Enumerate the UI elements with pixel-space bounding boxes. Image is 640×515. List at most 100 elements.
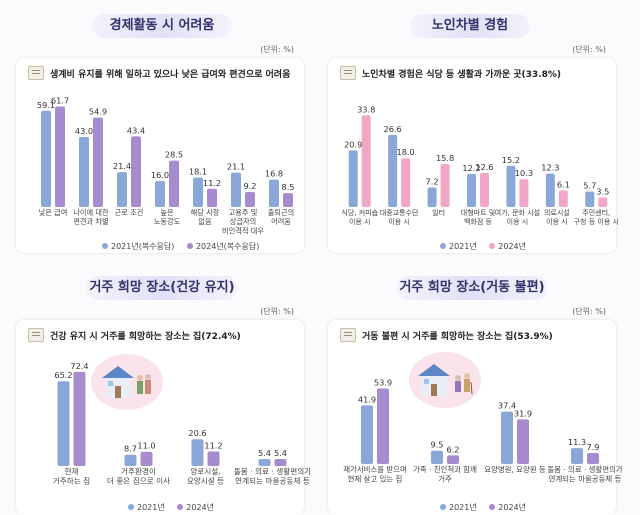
bar-2021-3 — [258, 458, 271, 466]
bar-2021-2 — [501, 411, 513, 464]
category-label-0: 식당, 커피숍 이용 시 — [341, 208, 378, 226]
value-label-2021-2: 20.6 — [188, 428, 206, 438]
subtitle-text: 생계비 유지를 위해 일하고 있으나 낮은 급여와 편견으로 어려움 — [50, 70, 291, 80]
chart-legend: 2021년 2024년 — [128, 502, 224, 513]
legend-label-2021: 2021년 — [449, 503, 477, 512]
value-label-2024-2: 43.4 — [127, 125, 145, 135]
category-label-0: 재가서비스를 받으며 현재 살고 있는 집 — [343, 465, 407, 483]
value-label-2024-4: 11.2 — [203, 178, 221, 188]
economic-difficulty-panel: 경제활동 시 어려움 (단위: %) 생계비 유지를 위해 일하고 있으나 낮은… — [10, 8, 310, 253]
value-label-2021-2: 7.2 — [426, 176, 439, 186]
bar-2021-3 — [571, 448, 583, 464]
value-label-2024-3: 12.6 — [475, 162, 493, 172]
value-label-2024-3: 7.9 — [586, 442, 599, 452]
legend-label-2021: 2021년 — [449, 242, 477, 251]
subtitle-text: 노인차별 경험은 식당 등 생활과 가까운 곳(33.8%) — [362, 70, 562, 80]
bar-2024-4 — [207, 188, 217, 207]
value-label-2021-1: 9.5 — [430, 440, 443, 450]
panel-title: 거주 희망 장소(거동 불편) — [384, 276, 560, 300]
value-label-2021-1: 26.6 — [384, 124, 402, 134]
value-label-2021-5: 12.3 — [541, 163, 559, 173]
notepad-icon — [340, 328, 356, 342]
chart-card: 노인차별 경험은 식당 등 생활과 가까운 곳(33.8%) — [328, 58, 616, 253]
legend-item-2024: 2024년 — [489, 503, 526, 512]
unit-label: (단위: %) — [260, 307, 294, 316]
bar-2021-2 — [427, 187, 437, 207]
legend-item-2024: 2024년 — [177, 503, 214, 512]
category-label-1: 나이에 대한 편견과 차별 — [73, 208, 109, 226]
value-label-2024-0: 33.8 — [357, 104, 375, 114]
subtitle-text: 건강 유지 시 거주를 희망하는 장소는 집(72.4%) — [50, 332, 241, 342]
bar-2024-3 — [587, 452, 599, 464]
value-label-2021-4: 18.1 — [189, 167, 207, 177]
value-label-2024-5: 6.1 — [557, 179, 570, 189]
residence-healthy-panel: 거주 희망 장소(건강 유지) (단위: %) 건강 유지 시 거주를 희망하는… — [10, 270, 310, 515]
bar-2021-6 — [585, 191, 595, 207]
chart-legend: 2021년(복수응답) 2024년(복수응답) — [102, 241, 269, 252]
bar-2021-2 — [117, 172, 127, 207]
bar-2024-6 — [598, 197, 608, 207]
notepad-icon — [340, 66, 356, 80]
chart-legend: 2021년 2024년 — [440, 502, 536, 513]
bar-2024-0 — [361, 115, 371, 207]
residence-impaired-panel: 거주 희망 장소(거동 불편) (단위: %) 거동 불편 시 거주를 희망하는… — [322, 270, 622, 515]
bar-2024-4 — [519, 179, 529, 207]
category-label-5: 의료시설 이용 시 — [544, 208, 570, 226]
bar-2024-5 — [245, 192, 255, 207]
value-label-2024-0: 61.7 — [51, 96, 69, 106]
value-label-2024-0: 72.4 — [70, 361, 88, 371]
category-label-0: 낮은 급여 — [39, 208, 68, 217]
bar-2024-3 — [480, 172, 489, 207]
bar-2021-6 — [269, 179, 279, 207]
bar-2021-1 — [124, 454, 137, 466]
bar-2024-0 — [55, 106, 65, 207]
bar-2024-0 — [73, 371, 86, 466]
bar-2024-1 — [447, 455, 459, 464]
legend-item-2024: 2024년 — [489, 242, 526, 251]
bar-2024-2 — [207, 451, 220, 466]
bar-2021-4 — [193, 177, 203, 207]
bar-2024-1 — [140, 451, 153, 466]
value-label-2024-3: 28.5 — [165, 150, 183, 160]
value-label-2021-0: 41.9 — [358, 394, 376, 404]
value-label-2024-1: 6.2 — [446, 444, 459, 454]
panel-title: 경제활동 시 어려움 — [80, 14, 244, 38]
bar-2021-3 — [467, 173, 476, 207]
value-label-2024-0: 53.9 — [374, 378, 392, 388]
value-label-2021-0: 65.2 — [54, 370, 72, 380]
unit-label: (단위: %) — [572, 307, 606, 316]
value-label-2024-6: 3.5 — [596, 187, 609, 197]
value-label-2024-1: 18.0 — [397, 147, 415, 157]
legend-item-2021: 2021년(복수응답) — [102, 242, 174, 251]
value-label-2021-6: 16.8 — [265, 169, 283, 179]
house-elderly-couple-illustration — [91, 354, 163, 410]
category-label-2: 양로시설, 요양시설 등 — [187, 466, 224, 486]
panel-title: 거주 희망 장소(건강 유지) — [74, 276, 250, 300]
bar-2024-2 — [517, 419, 529, 464]
legend-item-2024: 2024년(복수응답) — [186, 242, 259, 251]
legend-label-2024: 2024년 — [498, 242, 527, 251]
chart-legend: 2021년 2024년 — [440, 241, 536, 252]
category-label-3: 높은 노동강도 — [154, 208, 181, 226]
bar-2021-0 — [348, 150, 358, 207]
category-label-2: 요양병원, 요양원 등 — [484, 465, 546, 474]
category-label-3: 돌봄 · 의료 · 생활편의가 연계되는 마을공동체 등 — [547, 465, 622, 483]
value-label-2021-3: 11.3 — [568, 437, 586, 447]
chart-subtitle: 노인차별 경험은 식당 등 생활과 가까운 곳(33.8%) — [340, 66, 561, 80]
category-label-2: 근로 조건 — [115, 208, 144, 217]
chart-subtitle: 건강 유지 시 거주를 희망하는 장소는 집(72.4%) — [28, 328, 241, 342]
category-label-0: 현재 거주하는 집 — [53, 467, 90, 486]
bar-2021-2 — [191, 439, 204, 466]
bar-2021-5 — [545, 173, 555, 207]
house-elderly-couple-illustration — [409, 352, 481, 408]
legend-label-2021: 2021년 — [137, 503, 165, 512]
value-label-2021-5: 21.1 — [227, 162, 245, 172]
value-label-2024-1: 54.9 — [89, 107, 107, 117]
bar-2024-5 — [558, 190, 568, 207]
chart-subtitle: 거동 불편 시 거주를 희망하는 장소는 집(53.9%) — [340, 328, 553, 342]
value-label-2021-4: 15.2 — [502, 155, 520, 165]
legend-swatch-2024 — [489, 504, 496, 510]
value-label-2021-3: 16.0 — [151, 170, 169, 180]
bar-2021-0 — [57, 381, 70, 466]
